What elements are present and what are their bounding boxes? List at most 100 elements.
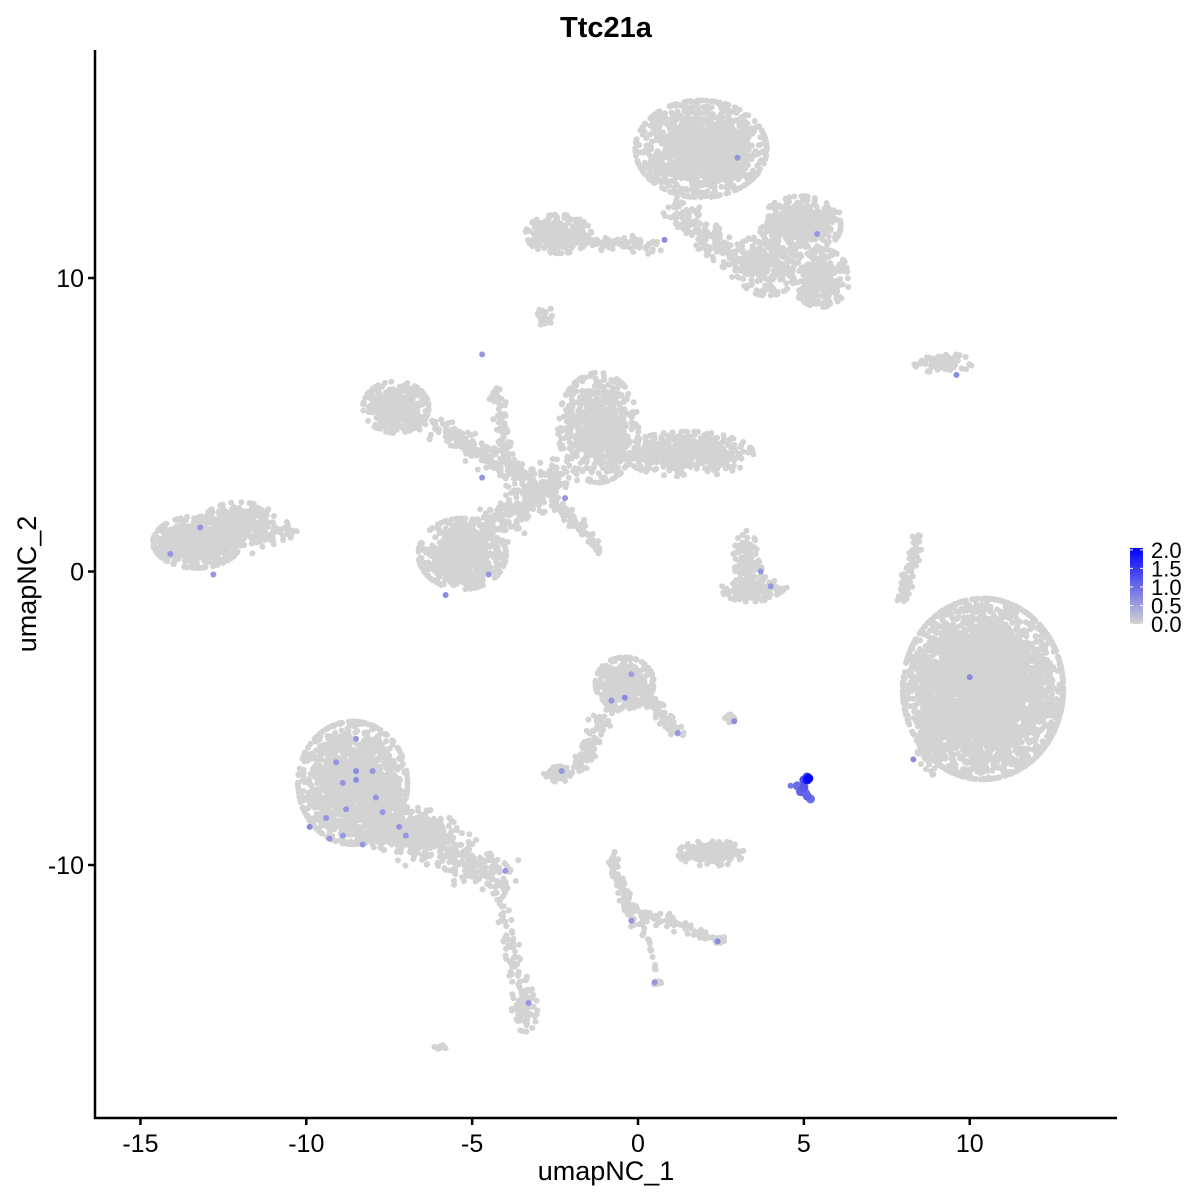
cell-point — [744, 180, 750, 187]
cell-point — [698, 194, 705, 201]
cell-point — [695, 150, 702, 157]
cell-point — [765, 204, 772, 211]
cell-point — [425, 559, 432, 566]
cell-point — [652, 116, 658, 123]
cell-point — [592, 375, 599, 382]
cell-point — [619, 381, 626, 388]
cell-point — [758, 127, 765, 134]
cell-point — [845, 283, 852, 290]
cell-point — [535, 312, 542, 319]
cell-point — [810, 288, 817, 295]
cell-point — [531, 224, 538, 231]
cell-point — [584, 392, 591, 398]
cell-point — [647, 177, 654, 184]
cell-point — [780, 288, 787, 295]
cell-point — [733, 117, 740, 124]
cell-point — [365, 403, 372, 410]
cell-point — [588, 370, 595, 377]
cell-point — [726, 436, 733, 443]
cell-point — [704, 188, 711, 195]
cell-point — [645, 456, 652, 462]
cell-point — [942, 360, 949, 367]
cell-point — [677, 449, 684, 456]
cell-point — [825, 233, 832, 240]
cell-point — [656, 124, 663, 131]
cell-point — [668, 109, 675, 116]
cell-point — [791, 193, 798, 200]
cell-point — [758, 157, 765, 164]
cell-point — [926, 368, 933, 375]
cell-point — [547, 249, 554, 256]
cell-point — [619, 452, 626, 459]
cell-point — [585, 222, 591, 229]
cell-point — [737, 147, 744, 154]
cell-point — [480, 550, 487, 556]
cell-point — [806, 252, 813, 259]
cell-point — [474, 584, 481, 591]
cell-point — [751, 118, 758, 124]
cell-point — [499, 537, 506, 544]
cell-point — [381, 379, 388, 386]
cell-point — [390, 429, 397, 436]
cell-point — [579, 458, 586, 465]
cell-point — [962, 354, 969, 360]
cell-point — [582, 374, 589, 381]
cell-point — [597, 407, 604, 414]
cell-point — [704, 431, 711, 438]
cell-point — [702, 193, 709, 200]
cell-point — [563, 392, 569, 398]
cell-point — [678, 428, 685, 435]
cell-point — [588, 420, 595, 427]
cell-point — [406, 427, 413, 434]
cell-point — [668, 146, 675, 153]
cell-point — [619, 416, 626, 423]
cell-point — [805, 298, 812, 305]
chart-title: Ttc21a — [560, 12, 653, 44]
cell-point — [651, 466, 658, 473]
cell-point — [564, 428, 571, 434]
cell-point — [572, 414, 579, 421]
cell-point — [663, 115, 669, 122]
cell-point — [769, 287, 776, 293]
cell-point — [720, 127, 727, 134]
cell-point — [633, 152, 639, 159]
cell-point — [748, 156, 755, 163]
cell-point — [773, 201, 780, 208]
cell-point — [722, 169, 729, 176]
cell-point — [560, 413, 567, 420]
cell-point — [647, 158, 654, 164]
cell-point — [922, 361, 929, 367]
cell-point — [756, 291, 763, 298]
cell-point — [679, 156, 686, 162]
cell-point — [655, 453, 662, 460]
cell-point — [704, 447, 711, 454]
cell-point — [762, 154, 769, 161]
cell-point — [590, 464, 597, 471]
cell-point — [934, 366, 941, 373]
cell-point — [653, 156, 660, 163]
cell-point — [783, 280, 790, 287]
cell-point — [702, 440, 709, 447]
cell-point — [395, 400, 402, 407]
cell-point — [743, 128, 750, 135]
cell-point — [648, 163, 655, 170]
cell-point — [408, 388, 415, 395]
cell-point — [613, 399, 620, 406]
cell-point — [663, 120, 670, 127]
cell-point — [958, 365, 965, 372]
cell-point — [693, 465, 700, 472]
cell-point — [924, 354, 930, 361]
cell-point — [787, 237, 794, 244]
cell-point — [802, 275, 809, 282]
cell-point — [400, 384, 407, 391]
cell-point — [686, 456, 693, 463]
cell-point — [664, 170, 670, 177]
cell-point — [782, 233, 789, 240]
cell-point — [471, 572, 478, 579]
cell-point — [635, 429, 642, 435]
cell-point — [774, 291, 781, 298]
cell-point — [936, 356, 943, 363]
cell-point — [464, 584, 471, 591]
cell-point — [697, 456, 703, 462]
cell-point — [837, 220, 844, 226]
